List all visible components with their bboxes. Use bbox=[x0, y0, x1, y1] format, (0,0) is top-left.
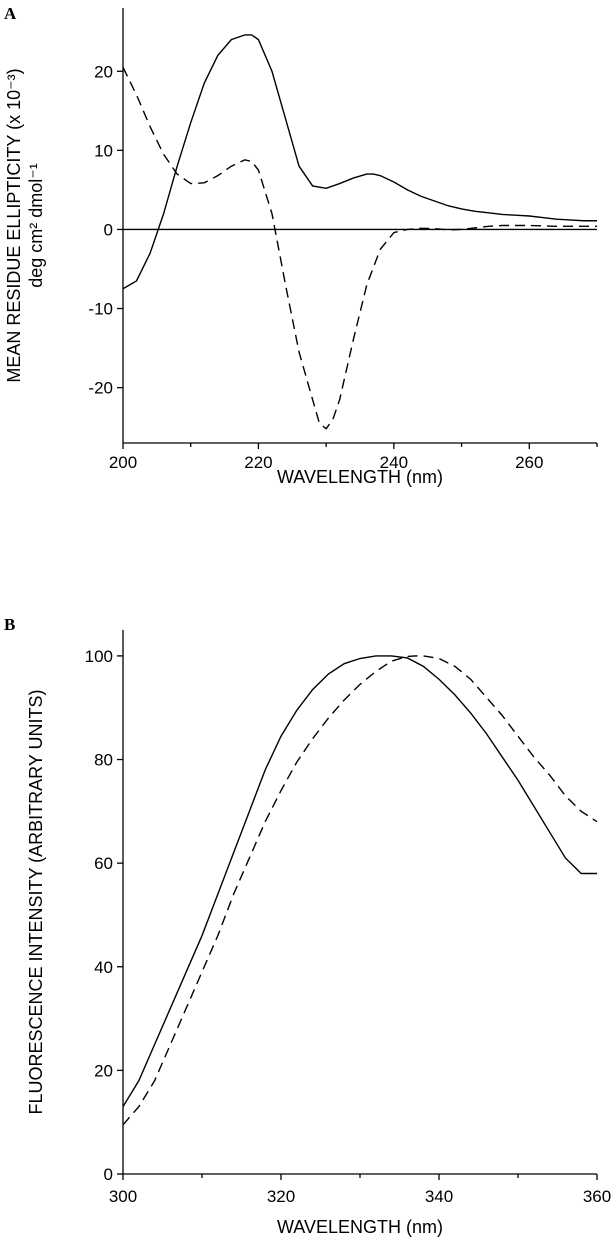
panel-a-series-dashed-line bbox=[122, 67, 597, 430]
panel-a-x-tick-label: 220 bbox=[244, 453, 272, 472]
panel-a-plot-area: 20 10 0 -10 -20 200 220 240 260 bbox=[88, 8, 598, 472]
panel-b-y-tick-label: 60 bbox=[94, 854, 113, 873]
panel-b-series-solid-line bbox=[122, 655, 597, 1108]
panel-a-y-axis-label-line1: MEAN RESIDUE ELLIPTICITY (x 10⁻³) bbox=[4, 68, 24, 382]
panel-b-letter: B bbox=[4, 615, 15, 634]
panel-a-y-axis-label-line2: deg cm² dmol⁻¹ bbox=[26, 163, 46, 288]
panel-a-series-solid-line bbox=[122, 34, 597, 290]
panel-b-plot-area: 0 20 40 60 80 100 300 320 340 360 bbox=[85, 630, 611, 1206]
panel-b-y-tick-label: 0 bbox=[104, 1165, 113, 1184]
panel-b-chart: B 0 20 40 60 80 100 300 320 340 360 WAVELENGTH (n… bbox=[4, 615, 611, 1237]
panel-a-y-tick-label: 10 bbox=[94, 141, 113, 160]
panel-b-y-axis-label: FLUORESCENCE INTENSITY (ARBITRARY UNITS) bbox=[26, 689, 46, 1114]
panel-a-x-tick-label: 200 bbox=[109, 453, 137, 472]
panel-b-y-tick-label: 80 bbox=[94, 751, 113, 770]
panel-b-y-tick-label: 20 bbox=[94, 1061, 113, 1080]
panel-b-y-tick-label: 100 bbox=[85, 647, 113, 666]
panel-b-x-axis-label: WAVELENGTH (nm) bbox=[277, 1217, 443, 1237]
panel-a-x-tick-label: 240 bbox=[380, 453, 408, 472]
panel-a-letter: A bbox=[4, 4, 17, 23]
panel-b-x-tick-label: 360 bbox=[583, 1187, 611, 1206]
panel-b-y-tick-label: 40 bbox=[94, 958, 113, 977]
panel-a-y-tick-label: -10 bbox=[88, 300, 113, 319]
panel-b-x-tick-label: 320 bbox=[267, 1187, 295, 1206]
panel-a-x-axis-label: WAVELENGTH (nm) bbox=[277, 467, 443, 487]
panel-a-y-tick-label: -20 bbox=[88, 379, 113, 398]
panel-a-y-axis-label: MEAN RESIDUE ELLIPTICITY (x 10⁻³) deg cm… bbox=[4, 68, 46, 382]
panel-b-series-dashed-line bbox=[122, 655, 598, 1126]
panel-a-x-tick-label: 260 bbox=[515, 453, 543, 472]
panel-b-x-tick-label: 300 bbox=[109, 1187, 137, 1206]
panel-a-y-tick-label: 20 bbox=[94, 62, 113, 81]
panel-a-chart: A 20 10 0 -10 -20 200 220 240 260 WAVELENGTH (nm… bbox=[4, 4, 598, 487]
panel-b-x-tick-label: 340 bbox=[425, 1187, 453, 1206]
panel-a-y-tick-label: 0 bbox=[104, 220, 113, 239]
